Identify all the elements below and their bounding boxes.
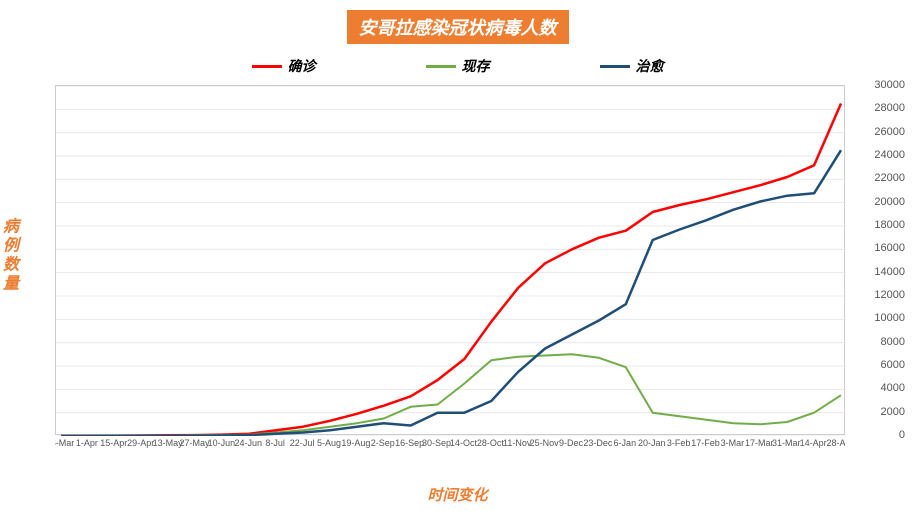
y-tick: 8000 [881,336,905,348]
x-tick: 28-Apr [826,438,845,448]
y-tick-labels: 0200040006000800010000120001400016000180… [850,85,905,435]
y-tick: 12000 [874,289,905,301]
x-tick: 2-Sep [371,438,395,448]
x-tick: 31-Mar [772,438,801,448]
x-tick: 13-May [153,438,183,448]
x-tick: 29-Apr [127,438,154,448]
chart-title: 安哥拉感染冠状病毒人数 [347,10,569,44]
x-tick: 3-Feb [667,438,691,448]
x-tick: 15-Apr [100,438,127,448]
y-tick: 16000 [874,242,905,254]
x-tick: 14-Apr [800,438,827,448]
x-tick: 5-Aug [317,438,341,448]
x-tick: 17-Feb [691,438,720,448]
series-line-现存 [61,354,841,436]
legend-label-recovered: 治愈 [636,56,664,76]
x-tick: 16-Sep [395,438,424,448]
legend-item-existing: 现存 [426,56,490,76]
x-axis-label: 时间变化 [427,484,487,505]
legend-swatch-existing [426,65,456,68]
y-tick: 30000 [874,79,905,91]
x-tick: 6-Jan [614,438,637,448]
legend-item-recovered: 治愈 [600,56,664,76]
legend-label-existing: 现存 [462,56,490,76]
x-tick: 27-May [179,438,209,448]
x-tick: 18-Mar [55,438,74,448]
legend-item-confirmed: 确诊 [252,56,316,76]
x-tick: 9-Dec [559,438,583,448]
y-tick: 6000 [881,359,905,371]
x-tick: 14-Oct [450,438,477,448]
y-tick: 22000 [874,172,905,184]
legend: 确诊 现存 治愈 [0,56,915,76]
x-tick: 23-Dec [583,438,612,448]
y-axis-label: 病例数量 [3,217,19,294]
x-tick: 25-Nov [530,438,559,448]
chart-svg [56,86,846,436]
y-tick: 0 [899,429,905,441]
x-tick: 24-Jun [235,438,263,448]
x-tick: 11-Nov [503,438,531,448]
x-tick: 22-Jul [290,438,315,448]
x-tick: 19-Aug [341,438,370,448]
x-tick-labels: 18-Mar1-Apr15-Apr29-Apr13-May27-May10-Ju… [55,438,845,458]
x-tick: 28-Oct [477,438,504,448]
x-tick: 30-Sep [422,438,451,448]
x-tick: 1-Apr [76,438,98,448]
y-tick: 20000 [874,196,905,208]
legend-label-confirmed: 确诊 [288,56,316,76]
series-line-确诊 [61,104,841,437]
y-tick: 10000 [874,312,905,324]
y-tick: 24000 [874,149,905,161]
x-tick: 17-Mar [745,438,774,448]
y-tick: 2000 [881,406,905,418]
line-chart-plot [55,85,845,435]
x-tick: 3-Mar [721,438,745,448]
y-tick: 28000 [874,102,905,114]
legend-swatch-recovered [600,65,630,68]
y-tick: 18000 [874,219,905,231]
y-tick: 14000 [874,266,905,278]
x-tick: 10-Jun [208,438,236,448]
legend-swatch-confirmed [252,65,282,68]
y-tick: 26000 [874,126,905,138]
x-tick: 20-Jan [638,438,666,448]
x-tick: 8-Jul [265,438,285,448]
y-tick: 4000 [881,382,905,394]
